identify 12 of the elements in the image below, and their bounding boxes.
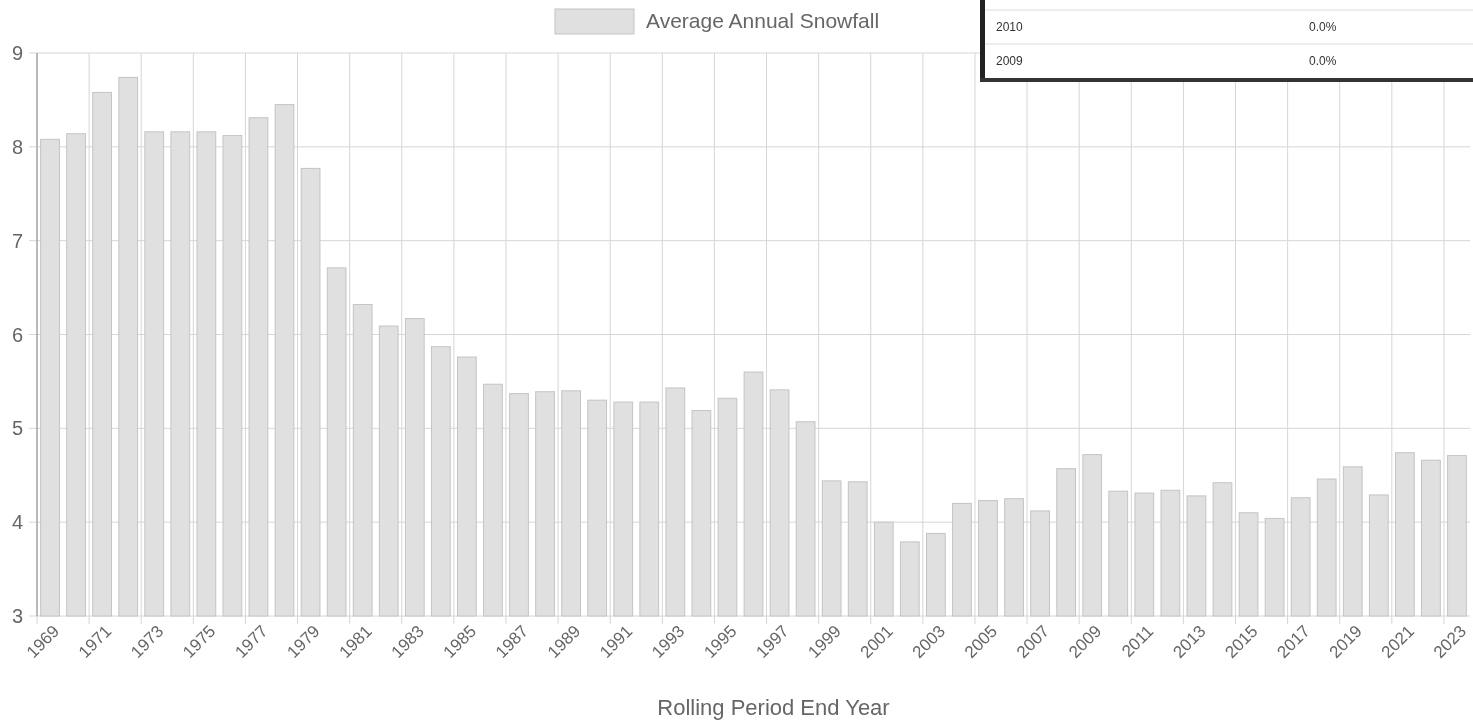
y-tick-label: 4 (11, 511, 23, 534)
y-tick-label: 7 (11, 229, 23, 252)
y-tick-label: 3 (11, 605, 23, 627)
y-tick-label: 8 (11, 135, 23, 158)
y-tick-label: 9 (11, 42, 23, 64)
y-tick-label: 5 (11, 417, 23, 440)
x-axis-title: Rolling Period End Year (657, 695, 890, 720)
table-panel: 2010 0.0% 2009 0.0% (980, 0, 1473, 82)
annotation: 2009 (996, 54, 1024, 69)
legend-label: Average Annual Snowfall (646, 9, 880, 33)
annotation: 0.0% (1309, 54, 1337, 69)
y-tick-label: 6 (11, 323, 23, 346)
